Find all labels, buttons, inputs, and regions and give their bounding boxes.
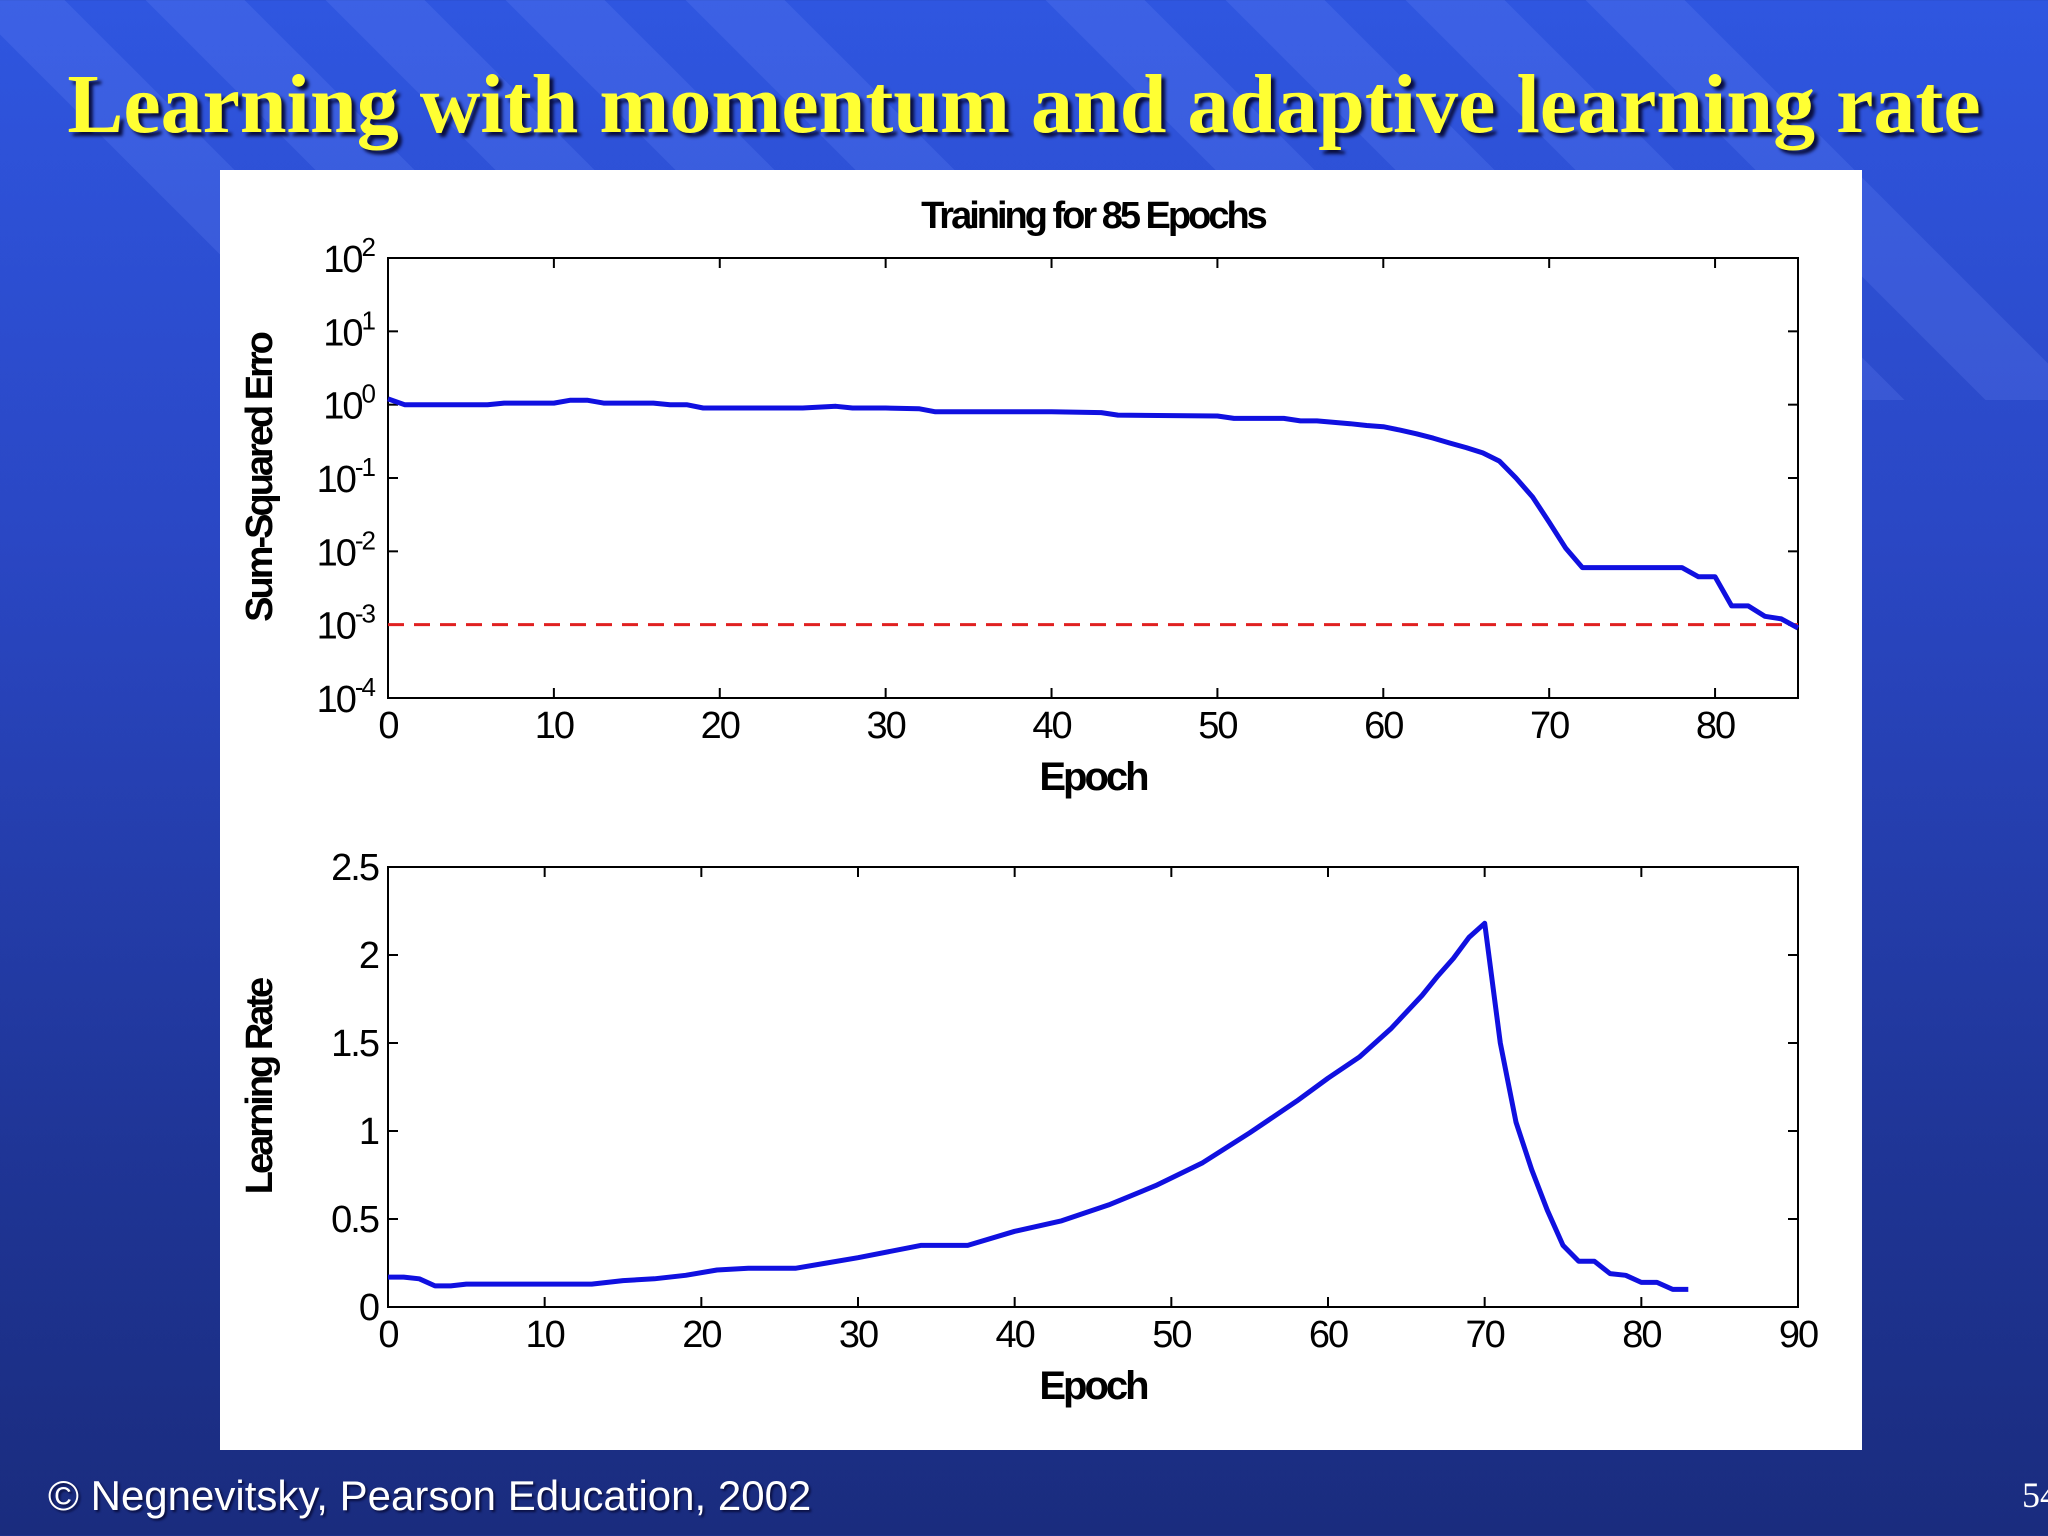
chart-panel: 0 10 20 30 40 50 60 70 80 102 101 100 10-1 10-2 10-3 10…: [220, 170, 1862, 1450]
chart1-y-tick-label: 10-2: [317, 525, 376, 574]
chart1-x-tick-label: 60: [1364, 705, 1403, 747]
chart1-x-tick-label: 20: [701, 705, 740, 747]
chart2-y-axis-label: Learning Rate: [239, 978, 281, 1194]
slide-title: Learning with momentum and adaptive lear…: [67, 58, 1981, 151]
chart1-x-tick-label: 30: [867, 705, 906, 747]
footer-copyright: © Negnevitsky, Pearson Education, 2002: [48, 1472, 812, 1519]
chart1-x-axis-label: Epoch: [1039, 755, 1147, 799]
page-number: 54: [2022, 1475, 2048, 1515]
chart2-series-line: [388, 920, 1689, 1292]
chart1-y-tick-label: 102: [323, 232, 375, 281]
charts-svg: 0 10 20 30 40 50 60 70 8010210110010-110-210-310…: [239, 195, 1820, 1408]
chart1-y-tick-label: 100: [323, 379, 375, 428]
chart2-x-axis-label: Epoch: [1039, 1364, 1147, 1408]
chart1-y-tick-label: 10-3: [317, 599, 376, 648]
chart2-x-tick-label: 40: [996, 1314, 1035, 1356]
chart2-x-tick-label: 30: [839, 1314, 878, 1356]
chart1-series-line: [387, 396, 1800, 631]
chart1-y-tick-label: 101: [323, 305, 375, 354]
chart1-plot-frame: [387, 257, 1799, 699]
chart1-title: Training for 85 Epochs: [921, 195, 1266, 237]
chart1-y-tick-label: 10-4: [317, 672, 376, 721]
chart2-y-tick-label: 2.5: [331, 847, 379, 889]
chart2-x-tick-label: 0: [378, 1314, 398, 1356]
chart2-x-tick-label: 90: [1779, 1314, 1818, 1356]
chart2-x-tick-label: 80: [1622, 1314, 1661, 1356]
chart2-x-tick-label: 70: [1466, 1314, 1505, 1356]
chart2-y-tick-label: 0: [359, 1287, 379, 1329]
chart1-y-tick-label: 10-1: [317, 452, 376, 501]
chart2-plot-frame: [387, 866, 1799, 1308]
chart2-y-tick-label: 1.5: [331, 1023, 379, 1065]
chart2-y-tick-label: 1: [359, 1111, 379, 1153]
chart1-x-tick-label: 40: [1032, 705, 1071, 747]
chart2-y-tick-label: 2: [359, 935, 379, 977]
chart1-y-axis-label: Sum-Squared Erro: [239, 332, 281, 622]
chart1-x-tick-label: 80: [1696, 705, 1735, 747]
chart1-x-tick-label: 10: [535, 705, 574, 747]
chart2-x-tick-label: 10: [526, 1314, 565, 1356]
chart1-x-tick-label: 50: [1198, 705, 1237, 747]
chart2-x-tick-label: 50: [1152, 1314, 1191, 1356]
chart2-x-tick-label: 20: [682, 1314, 721, 1356]
chart2-y-tick-label: 0.5: [331, 1199, 379, 1241]
chart2-x-tick-label: 60: [1309, 1314, 1348, 1356]
chart1-x-tick-label: 0: [378, 705, 398, 747]
chart1-x-tick-label: 70: [1530, 705, 1569, 747]
